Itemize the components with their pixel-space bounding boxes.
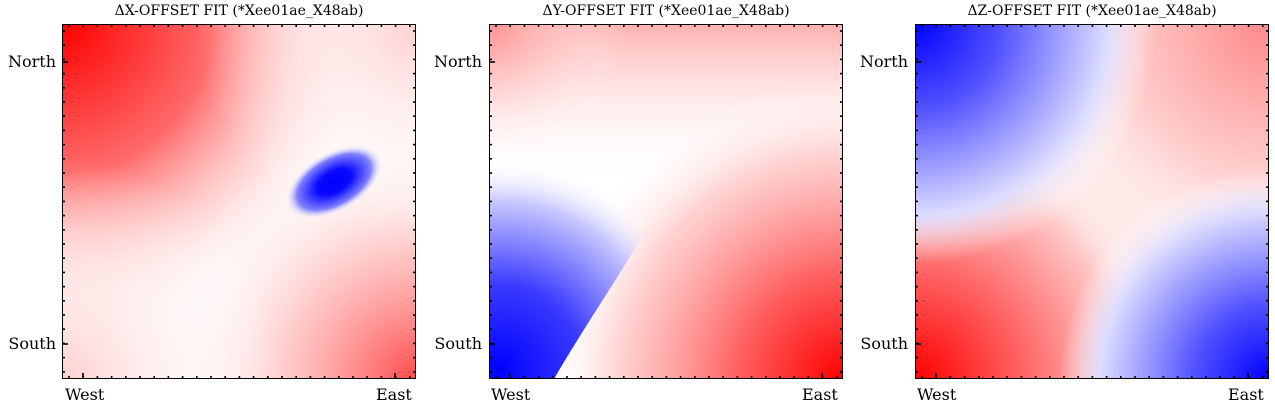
x-tick-label-west: West <box>491 385 531 404</box>
chart-title: ΔZ-OFFSET FIT (*Xee01ae_X48ab) <box>967 3 1217 19</box>
y-tick-label-south: South <box>860 334 908 353</box>
tick-marks <box>489 24 843 379</box>
plot-frame <box>915 24 1269 379</box>
x-tick-label-west: West <box>65 385 105 404</box>
x-tick-label-east: East <box>1228 385 1264 404</box>
x-tick-label-west: West <box>917 385 957 404</box>
heatmap-region-bottom-right <box>915 24 1269 379</box>
y-tick-label-north: North <box>859 52 908 71</box>
heatmap-svg <box>915 24 1269 379</box>
heatmap-dx <box>62 24 416 379</box>
y-tick-label-north: North <box>7 52 56 71</box>
heatmap-lobe <box>489 133 666 379</box>
x-tick-label-east: East <box>376 385 412 404</box>
heatmap-blob <box>284 144 384 220</box>
panel-dz: ΔZ-OFFSET FIT (*Xee01ae_X48ab) North Sou… <box>852 0 1275 411</box>
heatmap-dz <box>915 24 1269 379</box>
heatmap-dy <box>489 24 843 379</box>
plot-frame <box>489 24 843 379</box>
x-tick-label-east: East <box>802 385 838 404</box>
heatmap-svg <box>62 24 416 379</box>
panel-dx: ΔX-OFFSET FIT (*Xee01ae_X48ab) North Sou… <box>0 0 425 411</box>
y-tick-label-south: South <box>8 334 56 353</box>
y-tick-label-north: North <box>433 52 482 71</box>
chart-title: ΔY-OFFSET FIT (*Xee01ae_X48ab) <box>542 3 790 19</box>
heatmap-svg <box>489 24 843 379</box>
panel-dy: ΔY-OFFSET FIT (*Xee01ae_X48ab) North Sou… <box>426 0 851 411</box>
y-tick-label-south: South <box>434 334 482 353</box>
plot-frame <box>62 24 416 379</box>
chart-title: ΔX-OFFSET FIT (*Xee01ae_X48ab) <box>114 3 364 19</box>
